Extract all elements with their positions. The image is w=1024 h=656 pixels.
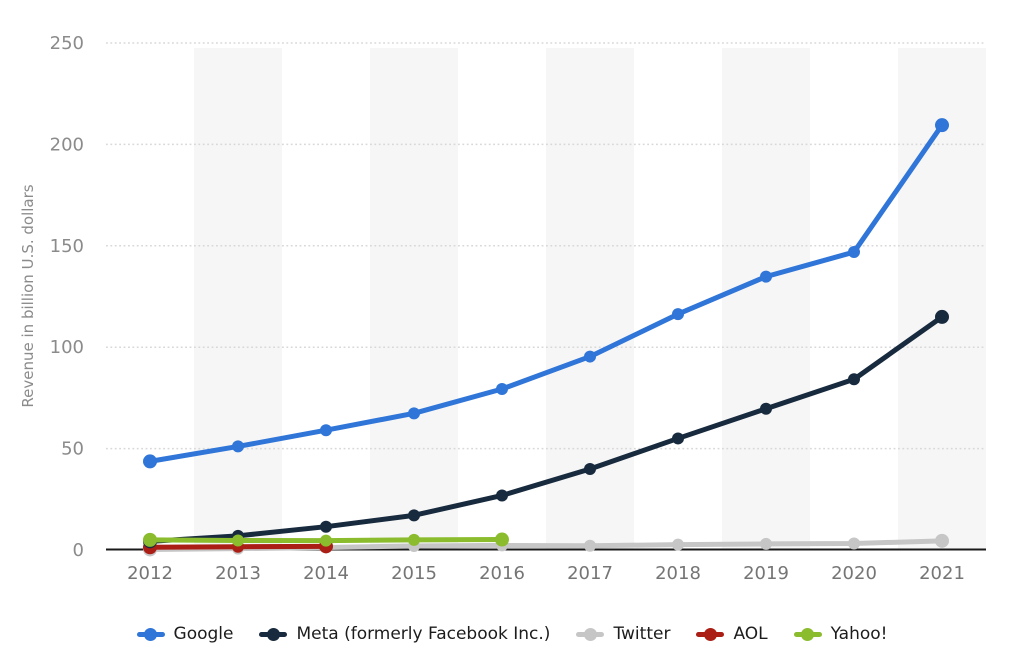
legend-label: AOL — [733, 623, 768, 644]
point-google-2020[interactable] — [848, 246, 860, 259]
point-twitter-2020[interactable] — [848, 537, 860, 550]
y-tick-250: 250 — [50, 33, 84, 54]
x-tick-2012: 2012 — [127, 563, 173, 584]
y-tick-150: 150 — [50, 236, 84, 257]
point-google-2018[interactable] — [672, 308, 684, 321]
x-tick-2019: 2019 — [743, 563, 789, 584]
point-meta-2020[interactable] — [848, 373, 860, 386]
point-meta-2016[interactable] — [496, 489, 508, 502]
legend-label: Google — [173, 623, 234, 644]
point-meta-2015[interactable] — [408, 509, 420, 522]
point-twitter-2017[interactable] — [584, 539, 596, 552]
series-line-meta — [147, 314, 945, 544]
point-meta-2019[interactable] — [760, 402, 772, 415]
legend-marker-icon — [696, 627, 725, 641]
legend-label: Twitter — [613, 623, 671, 644]
point-yahoo-2013[interactable] — [232, 534, 244, 547]
legend-marker-icon — [136, 627, 165, 641]
plot-band-2019 — [722, 48, 810, 550]
legend-marker-icon — [576, 627, 605, 641]
x-tick-2015: 2015 — [391, 563, 437, 584]
legend-label: Meta (formerly Facebook Inc.) — [296, 623, 551, 644]
legend: Google Meta (formerly Facebook Inc.) Twi… — [0, 612, 1024, 656]
x-tick-2016: 2016 — [479, 563, 525, 584]
point-twitter-2021[interactable] — [935, 533, 949, 548]
point-yahoo-2014[interactable] — [320, 534, 332, 547]
point-twitter-2019[interactable] — [760, 537, 772, 550]
point-google-2012[interactable] — [143, 454, 157, 469]
point-meta-2017[interactable] — [584, 463, 596, 476]
point-google-2019[interactable] — [760, 270, 772, 283]
point-google-2021[interactable] — [935, 118, 949, 133]
legend-item-google[interactable]: Google — [136, 623, 234, 644]
x-tick-2020: 2020 — [831, 563, 877, 584]
legend-label: Yahoo! — [830, 623, 888, 644]
point-twitter-2018[interactable] — [672, 538, 684, 551]
point-google-2013[interactable] — [232, 440, 244, 453]
point-yahoo-2012[interactable] — [143, 532, 157, 547]
x-tick-2021: 2021 — [919, 563, 965, 584]
point-google-2017[interactable] — [584, 350, 596, 363]
point-meta-2014[interactable] — [320, 520, 332, 533]
revenue-line-chart: 0 50 100 150 200 250 2012 2013 2014 2015 2016 2017 2… — [19, 33, 986, 584]
series-google — [143, 118, 949, 469]
point-meta-2018[interactable] — [672, 432, 684, 445]
point-yahoo-2015[interactable] — [408, 533, 420, 546]
plot-band-2013 — [194, 48, 282, 550]
point-yahoo-2016[interactable] — [495, 532, 509, 547]
point-google-2014[interactable] — [320, 424, 332, 437]
point-meta-2021[interactable] — [935, 309, 949, 324]
plot-band-2015 — [370, 48, 458, 550]
x-tick-2013: 2013 — [215, 563, 261, 584]
legend-item-twitter[interactable]: Twitter — [576, 623, 671, 644]
x-tick-2014: 2014 — [303, 563, 349, 584]
point-google-2016[interactable] — [496, 383, 508, 396]
series-yahoo — [143, 532, 509, 547]
x-tick-2018: 2018 — [655, 563, 701, 584]
legend-item-yahoo[interactable]: Yahoo! — [793, 623, 888, 644]
y-axis-title: Revenue in billion U.S. dollars — [19, 184, 37, 407]
x-tick-2017: 2017 — [567, 563, 613, 584]
legend-item-meta[interactable]: Meta (formerly Facebook Inc.) — [259, 623, 551, 644]
point-google-2015[interactable] — [408, 407, 420, 420]
series-line-google — [147, 122, 945, 464]
legend-marker-icon — [259, 627, 288, 641]
legend-item-aol[interactable]: AOL — [696, 623, 768, 644]
y-tick-100: 100 — [50, 337, 84, 358]
y-tick-0: 0 — [73, 540, 84, 561]
y-tick-200: 200 — [50, 134, 84, 155]
legend-marker-icon — [793, 627, 822, 641]
y-tick-50: 50 — [61, 439, 84, 460]
